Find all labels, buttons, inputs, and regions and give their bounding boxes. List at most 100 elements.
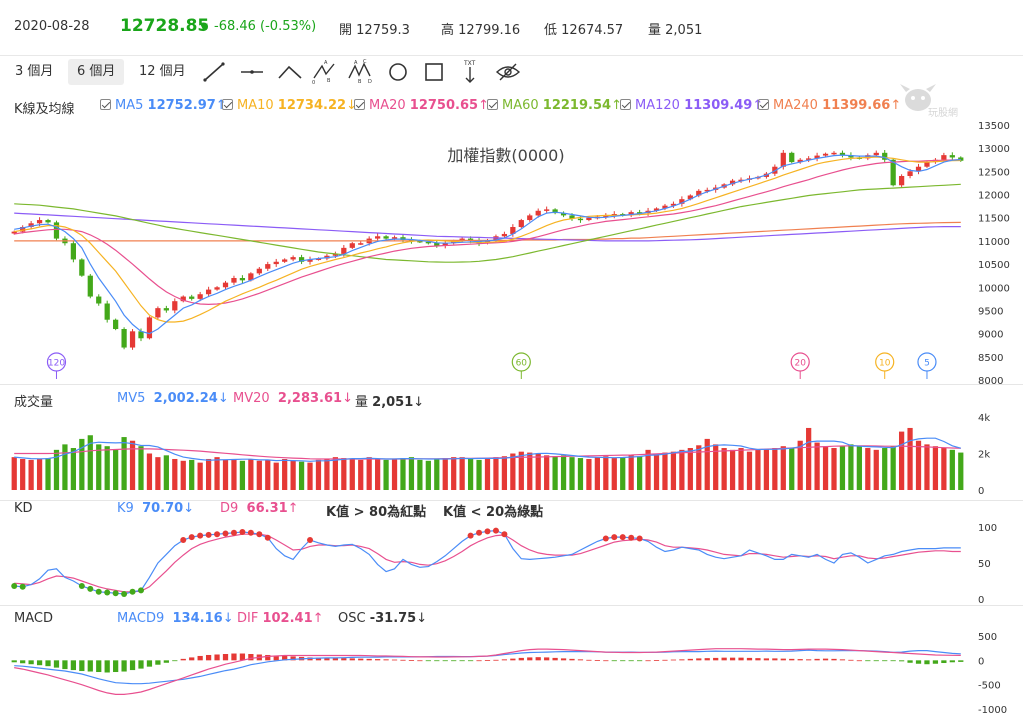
candle-body <box>172 301 178 311</box>
osc-bar <box>535 657 541 661</box>
quote-price: 12728.85 <box>120 16 210 36</box>
candle-body <box>577 218 584 221</box>
volume-bar <box>721 448 727 490</box>
y-tick-label: 9500 <box>978 306 1003 317</box>
candle-body <box>197 294 203 299</box>
triangle-tool-icon[interactable] <box>276 58 304 86</box>
osc-bar <box>620 660 626 662</box>
volume-bar <box>163 455 169 490</box>
volume-bar <box>298 461 305 490</box>
candle-body <box>366 238 372 244</box>
osc-bar <box>865 660 871 662</box>
volume-bar <box>205 458 212 490</box>
candle-body <box>763 173 770 177</box>
ma20-line <box>14 159 961 306</box>
volume-bar <box>949 449 955 490</box>
volume-bar <box>586 458 592 490</box>
candle-body <box>332 253 338 256</box>
checkbox-icon[interactable] <box>758 99 769 110</box>
osc-bar <box>924 660 930 665</box>
candle-body <box>772 166 778 174</box>
candle-body <box>70 243 77 260</box>
checkbox-icon[interactable] <box>100 99 111 110</box>
osc-bar <box>307 657 313 661</box>
ma20-toggle[interactable]: MA20 12750.65↑ <box>354 98 489 113</box>
y-tick-label: 8000 <box>978 376 1003 387</box>
osc-bar <box>552 657 558 661</box>
osc-bar <box>493 659 499 661</box>
kd-green-dot <box>121 590 128 597</box>
line-tool-icon[interactable] <box>200 58 228 86</box>
y-tick-label: 12000 <box>978 191 1010 202</box>
kd-red-dot <box>307 536 314 543</box>
circle-tool-icon[interactable] <box>384 58 412 86</box>
osc-bar <box>62 660 68 670</box>
volume-bar <box>476 459 482 490</box>
candle-body <box>890 159 896 186</box>
range-6m-button[interactable]: 6 個月 <box>68 59 125 85</box>
osc-bar <box>932 660 939 664</box>
range-3m-button[interactable]: 3 個月 <box>15 64 54 79</box>
abcd-pattern-tool-icon[interactable]: A C B D <box>346 58 374 86</box>
candle-body <box>383 236 389 239</box>
osc-bar <box>113 660 119 673</box>
rectangle-tool-icon[interactable] <box>420 58 448 86</box>
ma5-toggle[interactable]: MA5 12752.97↑ <box>100 98 227 113</box>
ma-marker-label: 120 <box>48 359 65 369</box>
checkbox-icon[interactable] <box>354 99 365 110</box>
ma240-toggle[interactable]: MA240 11399.66↑ <box>758 98 901 113</box>
osc-bar <box>11 660 17 663</box>
volume-bar <box>839 446 846 490</box>
horizontal-line-tool-icon[interactable] <box>238 58 266 86</box>
macd9-line <box>14 649 961 685</box>
candle-body <box>721 184 727 188</box>
kd-green-dot <box>129 588 136 595</box>
ma60-toggle[interactable]: MA60 12219.54↑ <box>487 98 622 113</box>
hide-drawings-icon[interactable] <box>494 58 522 86</box>
kd-note-green: K值 < 20為綠點 <box>443 505 544 520</box>
osc-bar <box>577 659 584 661</box>
y-tick-label: -500 <box>978 681 1001 692</box>
svg-text:C: C <box>363 59 367 65</box>
abc-pattern-tool-icon[interactable]: A 0 B <box>310 58 338 86</box>
osc-bar <box>231 653 237 661</box>
volume-bar <box>772 448 778 490</box>
text-tool-icon[interactable]: TXT <box>456 58 484 86</box>
osc-bar <box>20 660 26 664</box>
osc-bar <box>645 660 651 662</box>
osc-bar <box>704 658 710 661</box>
osc-bar <box>958 660 964 662</box>
ma5-line <box>14 154 961 335</box>
panel-divider <box>0 605 1023 606</box>
osc-bar <box>70 660 77 671</box>
candle-body <box>806 158 812 160</box>
ma120-toggle[interactable]: MA120 11309.49↑ <box>620 98 763 113</box>
candle-body <box>603 215 609 217</box>
volume-bar <box>822 446 829 490</box>
ma10-toggle[interactable]: MA10 12734.22↓ <box>222 98 357 113</box>
kd-red-dot <box>628 534 635 541</box>
y-tick-label: 100 <box>978 523 997 534</box>
volume-bar <box>653 453 660 490</box>
volume-bar <box>620 457 626 490</box>
osc-bar <box>121 660 127 672</box>
volume-bar <box>265 459 271 490</box>
checkbox-icon[interactable] <box>620 99 631 110</box>
checkbox-icon[interactable] <box>222 99 233 110</box>
osc-bar <box>679 659 685 661</box>
candle-body <box>222 282 229 288</box>
volume-bar <box>341 458 347 490</box>
volume-bar <box>510 453 516 490</box>
volume-bar <box>155 457 161 490</box>
candle-body <box>155 308 161 318</box>
volume-bar <box>637 456 643 490</box>
kd-red-dot <box>492 527 499 534</box>
osc-bar <box>400 659 406 661</box>
ma-marker-label: 5 <box>924 359 930 369</box>
osc-bar <box>653 660 660 661</box>
candle-body <box>451 240 457 244</box>
osc-bar <box>451 660 457 662</box>
checkbox-icon[interactable] <box>487 99 498 110</box>
range-12m-button[interactable]: 12 個月 <box>139 64 186 79</box>
kd-red-dot <box>476 529 483 536</box>
